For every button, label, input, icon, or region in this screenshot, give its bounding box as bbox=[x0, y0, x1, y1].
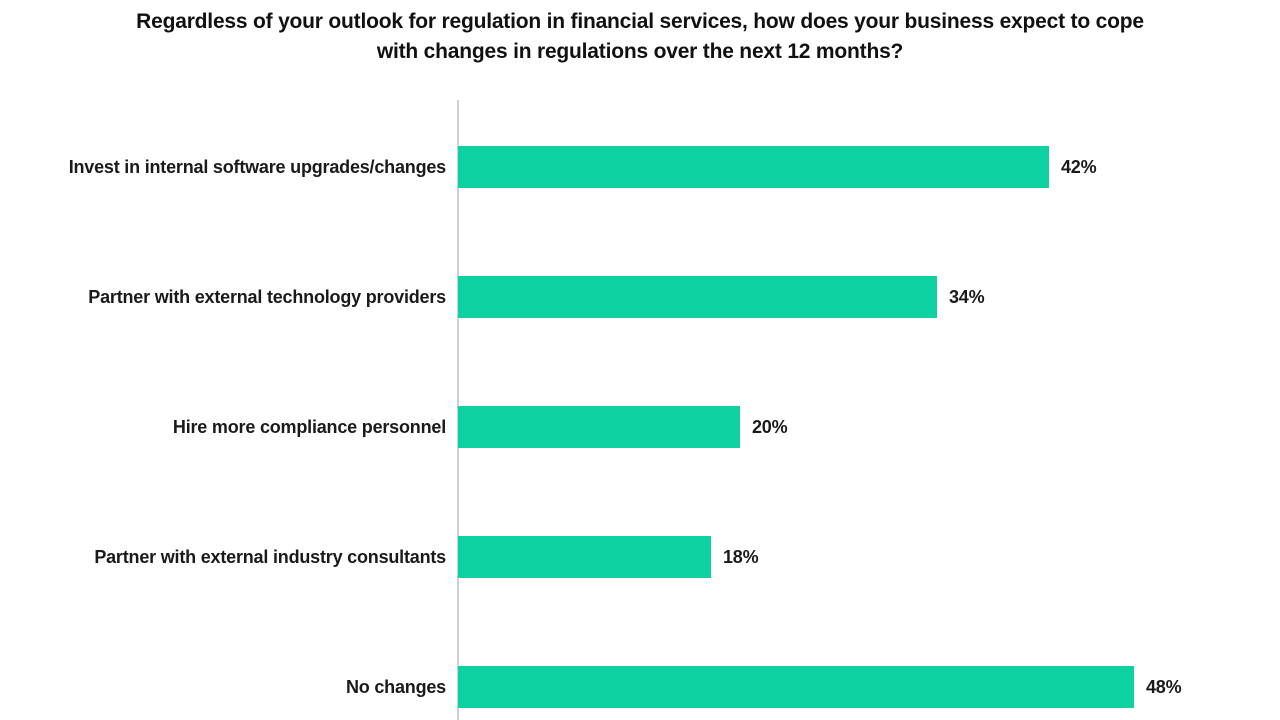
bar bbox=[458, 666, 1134, 708]
row-plot: 34% bbox=[458, 276, 1280, 318]
category-label: Invest in internal software upgrades/cha… bbox=[68, 156, 447, 177]
bar bbox=[458, 536, 711, 578]
chart-title: Regardless of your outlook for regulatio… bbox=[0, 0, 1280, 67]
category-label: Hire more compliance personnel bbox=[172, 416, 446, 437]
row-plot: 42% bbox=[458, 146, 1280, 188]
value-label: 18% bbox=[723, 546, 759, 567]
row-plot: 20% bbox=[458, 406, 1280, 448]
bar bbox=[458, 406, 740, 448]
category-label: No changes bbox=[345, 676, 446, 697]
row-plot: 18% bbox=[458, 536, 1280, 578]
chart-row: Partner with external technology provide… bbox=[0, 232, 1280, 362]
chart-row: No changes 48% bbox=[0, 622, 1280, 720]
chart-row: Partner with external industry consultan… bbox=[0, 492, 1280, 622]
bar bbox=[458, 276, 937, 318]
chart-title-line-2: with changes in regulations over the nex… bbox=[376, 40, 904, 63]
value-label: 42% bbox=[1061, 156, 1097, 177]
bar-rows: Invest in internal software upgrades/cha… bbox=[0, 102, 1280, 720]
row-plot: 48% bbox=[458, 666, 1280, 708]
chart-title-line-1: Regardless of your outlook for regulatio… bbox=[136, 10, 1144, 33]
bar-chart-plot-area: Invest in internal software upgrades/cha… bbox=[0, 100, 1280, 720]
value-label: 48% bbox=[1146, 676, 1182, 697]
value-label: 20% bbox=[752, 416, 788, 437]
category-label: Partner with external technology provide… bbox=[88, 286, 446, 307]
value-label: 34% bbox=[949, 286, 985, 307]
chart-row: Invest in internal software upgrades/cha… bbox=[0, 102, 1280, 232]
bar bbox=[458, 146, 1049, 188]
chart-row: Hire more compliance personnel 20% bbox=[0, 362, 1280, 492]
category-label: Partner with external industry consultan… bbox=[94, 546, 446, 567]
